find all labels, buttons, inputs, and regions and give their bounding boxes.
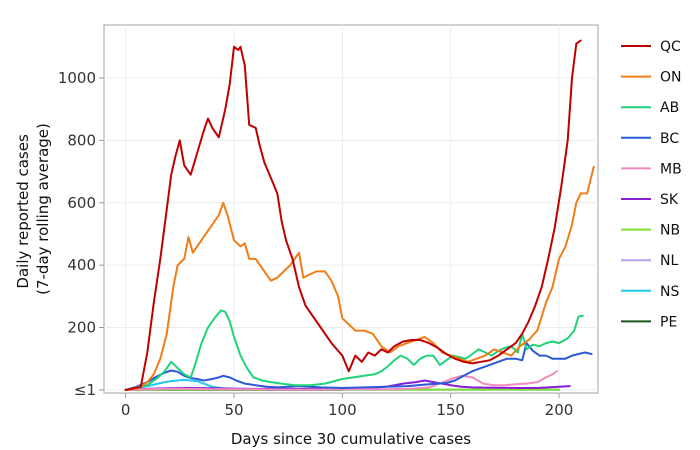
- x-axis-title: Days since 30 cumulative cases: [231, 430, 471, 448]
- legend-label: BC: [660, 131, 679, 147]
- y-axis-title: Daily reported cases (7-day rolling aver…: [14, 123, 52, 295]
- legend-item-bc[interactable]: BC: [621, 131, 679, 147]
- series-line-on: [124, 165, 595, 391]
- x-tick-label: 150: [436, 401, 465, 419]
- legend-item-on[interactable]: ON: [621, 70, 682, 86]
- series-lines: [124, 39, 595, 391]
- legend-label: SK: [660, 192, 679, 208]
- legend-item-pe[interactable]: PE: [621, 314, 677, 330]
- x-tick-label: 100: [328, 401, 357, 419]
- y-tick-label: 200: [67, 319, 96, 337]
- y-tick-label: 600: [67, 194, 96, 212]
- plot-area: [103, 24, 599, 394]
- legend-item-mb[interactable]: MB: [621, 161, 682, 177]
- x-tick-label: 50: [224, 401, 243, 419]
- legend-label: NL: [660, 253, 678, 269]
- legend-item-ab[interactable]: AB: [621, 100, 679, 116]
- legend-label: QC: [660, 39, 681, 55]
- legend-item-sk[interactable]: SK: [621, 192, 679, 208]
- legend-item-ns[interactable]: NS: [621, 284, 679, 300]
- legend-label: NB: [660, 223, 680, 239]
- legend-label: MB: [660, 161, 682, 177]
- legend-label: ON: [660, 70, 682, 86]
- legend-item-qc[interactable]: QC: [621, 39, 681, 55]
- legend-item-nb[interactable]: NB: [621, 223, 680, 239]
- series-line-bc: [124, 342, 593, 391]
- y-axis-title-line-1: Daily reported cases: [14, 134, 32, 289]
- series-line-mb: [124, 370, 558, 391]
- legend-label: AB: [660, 100, 679, 116]
- series-line-ab: [124, 309, 584, 391]
- y-tick-label: 800: [67, 131, 96, 149]
- legend: QC ON AB BC MB SK NB NL NS PE: [621, 39, 682, 330]
- legend-label: NS: [660, 284, 679, 300]
- x-axis-ticks: 0 50 100 150 200: [121, 393, 573, 419]
- y-tick-label: ≤1: [74, 381, 96, 399]
- y-tick-label: 400: [67, 256, 96, 274]
- x-tick-label: 200: [545, 401, 574, 419]
- y-axis-title-line-2: (7-day rolling average): [34, 123, 52, 295]
- legend-label: PE: [660, 314, 677, 330]
- legend-item-nl[interactable]: NL: [621, 253, 678, 269]
- y-axis-ticks: ≤1 200 400 600 800 1000: [58, 69, 104, 399]
- y-tick-label: 1000: [58, 69, 96, 87]
- series-line-qc: [124, 39, 582, 391]
- x-tick-label: 0: [121, 401, 131, 419]
